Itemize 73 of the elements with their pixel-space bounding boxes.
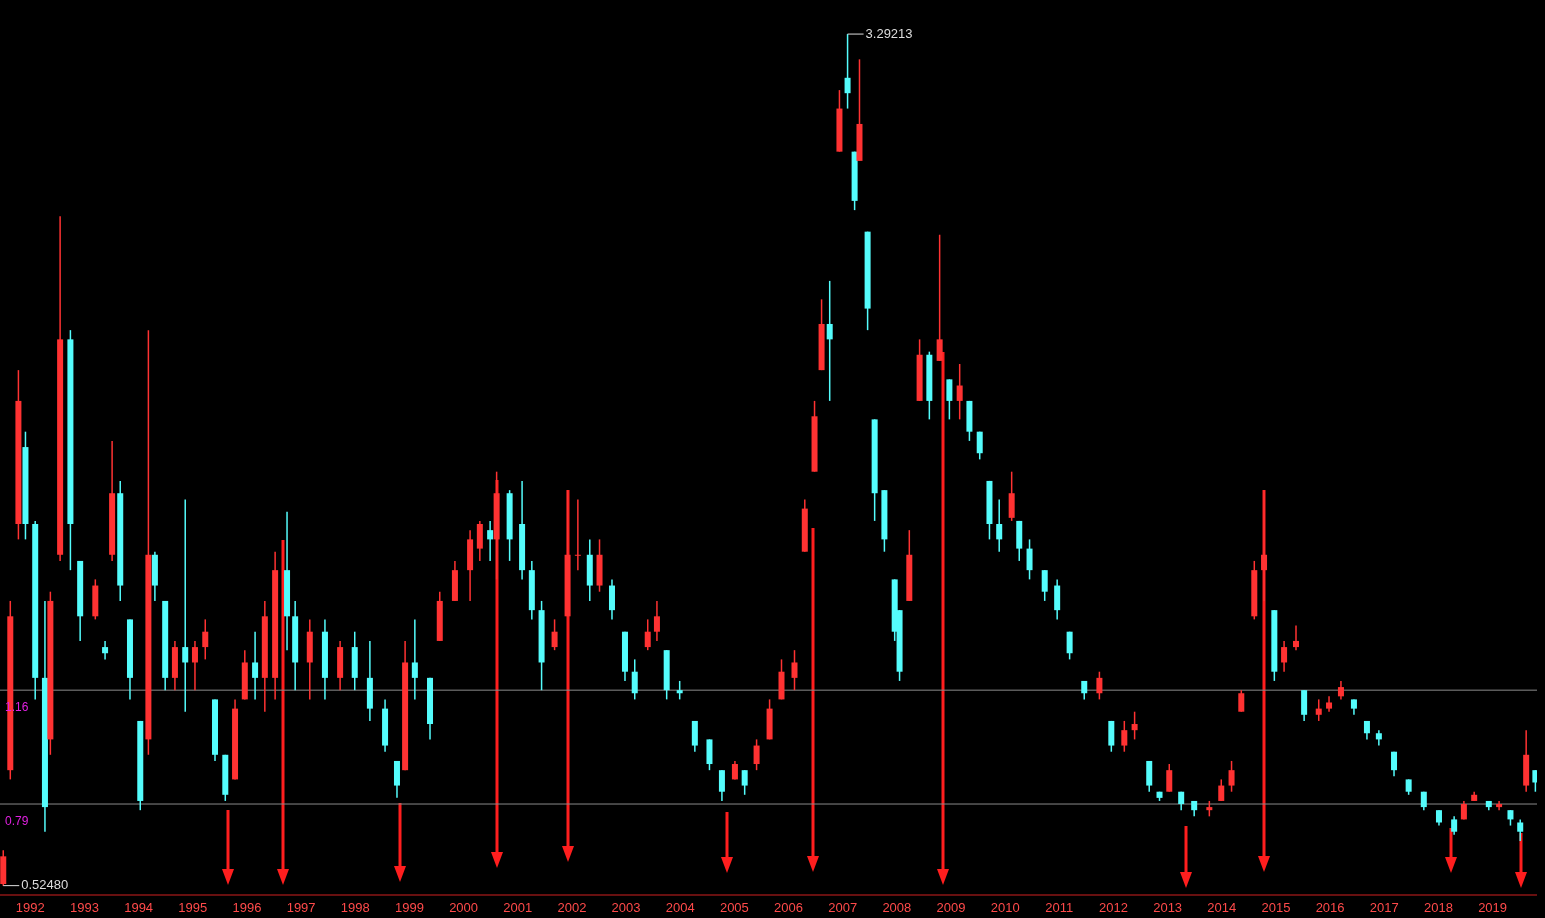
x-tick-label: 2002: [557, 900, 587, 916]
candlestick: [1293, 624, 1299, 651]
candlestick: [936, 233, 943, 362]
candlestick: [1238, 689, 1245, 713]
candlestick: [182, 498, 189, 713]
x-tick-label: 1996: [232, 900, 262, 916]
ref-line-label: 0.79: [5, 814, 29, 829]
candlestick: [1121, 720, 1128, 753]
candlestick: [1451, 815, 1458, 836]
x-tick-label: 2008: [882, 900, 912, 916]
x-tick-label: 2007: [828, 900, 858, 916]
x-tick-label: 1999: [394, 900, 424, 916]
x-tick-label: 2016: [1315, 900, 1345, 916]
x-tick-label: 1992: [15, 900, 45, 916]
candlestick: [252, 630, 259, 701]
x-tick-label: 2000: [449, 900, 479, 916]
candlestick: [753, 738, 760, 771]
candlestick: [487, 520, 494, 562]
candlestick: [791, 649, 798, 691]
x-tick-label: 2013: [1153, 900, 1183, 916]
candlestick: [1281, 640, 1288, 673]
candlestick: [1315, 698, 1322, 722]
x-tick-label: 2004: [665, 900, 695, 916]
x-tick-label: 1995: [178, 900, 208, 916]
candlestick: [956, 363, 963, 421]
candlestick: [1066, 630, 1073, 661]
x-tick-label: 2001: [503, 900, 533, 916]
candlestick: [826, 280, 833, 402]
candlestick: [1218, 778, 1225, 802]
annotation: 0.52480: [21, 877, 69, 893]
candlestick: [202, 618, 209, 661]
x-tick-label: 2018: [1423, 900, 1453, 916]
candlestick: [191, 640, 198, 691]
candlestick: [718, 769, 725, 802]
candlestick: [1261, 489, 1268, 602]
candlestick: [996, 498, 1003, 553]
candlestick: [976, 430, 983, 461]
x-tick-label: 2003: [611, 900, 641, 916]
candlestick: [676, 680, 683, 701]
x-tick-label: 1994: [124, 900, 154, 916]
candlestick: [946, 378, 953, 421]
x-tick-label: 2012: [1099, 900, 1128, 916]
x-tick-label: 2010: [990, 900, 1020, 916]
candlestick: [631, 658, 638, 701]
candlestick: [1532, 769, 1537, 793]
candlestick: [574, 498, 581, 571]
x-tick-label: 1997: [286, 900, 316, 916]
candlestick: [102, 640, 109, 661]
x-tick-label: 2006: [774, 900, 803, 916]
x-tick-label: 1998: [340, 900, 370, 916]
candlestick: [411, 618, 418, 701]
candlestick: [741, 769, 748, 796]
candlestick: [1337, 680, 1344, 701]
candlestick: [1026, 538, 1033, 581]
candlestick: [844, 33, 851, 110]
candlestick: [1096, 670, 1103, 701]
candlestick: [1041, 569, 1048, 602]
candlestick: [1228, 760, 1235, 793]
x-tick-label: 2015: [1261, 900, 1291, 916]
candlestick: [653, 600, 660, 642]
annotation: 3.29213: [865, 25, 913, 41]
x-tick-label: 1993: [70, 900, 99, 916]
x-tick-label: 2019: [1478, 900, 1508, 916]
candlestick: [551, 618, 558, 651]
x-tick-label: 2009: [936, 900, 966, 916]
x-tick-label: 2011: [1045, 900, 1074, 916]
x-tick-label: 2014: [1207, 900, 1237, 916]
candlestick: [1391, 750, 1398, 778]
x-tick-label: 2017: [1369, 900, 1399, 916]
candlestick: [1131, 710, 1138, 741]
candlestick: [1166, 763, 1173, 793]
x-tick-label: 2005: [719, 900, 749, 916]
candlestick: [644, 618, 651, 651]
